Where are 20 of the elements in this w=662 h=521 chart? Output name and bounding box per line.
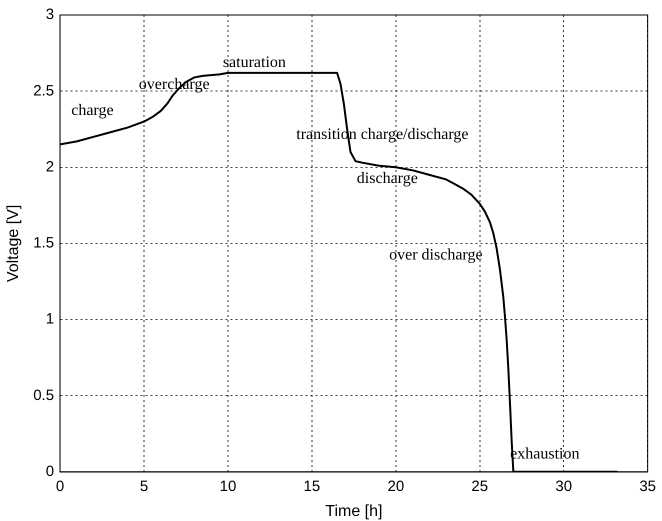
annotation: over discharge: [389, 246, 483, 264]
x-tick-label: 20: [387, 478, 404, 495]
x-tick-label: 25: [471, 478, 488, 495]
y-axis-title: Voltage [V]: [5, 204, 22, 282]
x-tick-label: 5: [140, 478, 148, 495]
x-tick-label: 10: [220, 478, 236, 495]
x-tick-label: 15: [304, 478, 320, 495]
x-tick-label: 35: [639, 478, 656, 495]
x-tick-label: 30: [555, 478, 572, 495]
y-tick-label: 1: [46, 310, 54, 328]
y-tick-label: 2: [46, 158, 54, 176]
annotation: charge: [71, 102, 114, 120]
y-tick-label: 2.5: [33, 82, 54, 100]
annotation: saturation: [222, 54, 286, 72]
x-axis-title: Time [h]: [325, 502, 382, 520]
y-tick-label: 0: [46, 462, 54, 480]
y-tick-label: 3: [46, 6, 54, 24]
annotation: discharge: [356, 170, 418, 188]
y-tick-label: 1.5: [33, 234, 54, 252]
y-tick-label: 0.5: [33, 386, 54, 404]
